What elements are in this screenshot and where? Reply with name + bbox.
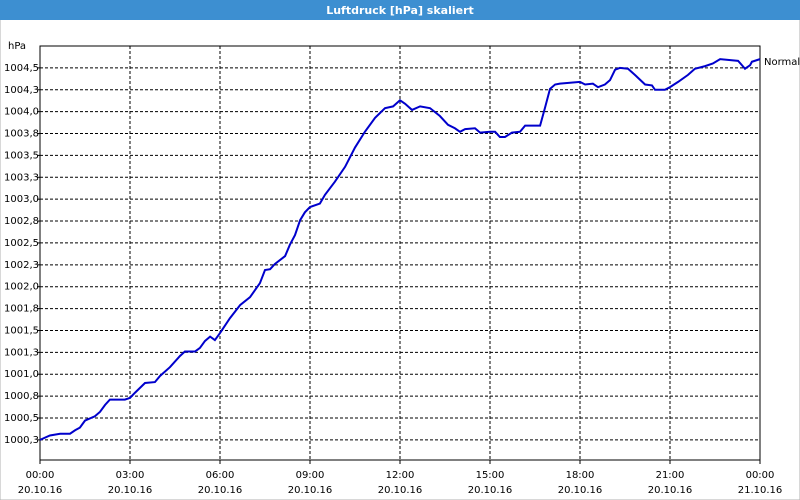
x-tick-date: 20.10.16 <box>18 485 63 496</box>
y-tick-label: 1002,3 <box>4 260 39 271</box>
y-tick-label: 1003,5 <box>4 150 39 161</box>
y-axis-label: hPa <box>8 41 26 52</box>
x-tick-label: 15:00 <box>476 470 505 481</box>
x-tick-label: 09:00 <box>296 470 325 481</box>
chart-title: Luftdruck [hPa] skaliert <box>326 4 474 17</box>
y-tick-label: 1004,0 <box>4 107 39 118</box>
x-tick-label: 12:00 <box>386 470 415 481</box>
x-tick-date: 20.10.16 <box>468 485 513 496</box>
y-tick-label: 1002,0 <box>4 282 39 293</box>
y-tick-label: 1004,3 <box>4 85 39 96</box>
x-tick-label: 03:00 <box>116 470 145 481</box>
y-tick-label: 1001,0 <box>4 369 39 380</box>
y-tick-label: 1001,5 <box>4 325 39 336</box>
title-bar <box>0 0 800 20</box>
y-tick-label: 1002,5 <box>4 238 39 249</box>
y-tick-label: 1003,8 <box>4 129 39 140</box>
x-tick-date: 20.10.16 <box>558 485 603 496</box>
y-tick-label: 1000,5 <box>4 413 39 424</box>
x-tick-date: 20.10.16 <box>288 485 333 496</box>
x-tick-date: 21.10.16 <box>738 485 783 496</box>
y-tick-label: 1001,8 <box>4 304 39 315</box>
y-tick-label: 1003,0 <box>4 194 39 205</box>
x-tick-date: 20.10.16 <box>648 485 693 496</box>
y-tick-label: 1002,8 <box>4 216 39 227</box>
data-line <box>39 58 761 441</box>
y-tick-label: 1004,5 <box>4 63 39 74</box>
x-tick-date: 20.10.16 <box>198 485 243 496</box>
x-tick-label: 00:00 <box>746 470 775 481</box>
legend-label: Normal <box>764 57 800 68</box>
y-tick-label: 1001,3 <box>4 347 39 358</box>
x-tick-date: 20.10.16 <box>108 485 153 496</box>
x-tick-label: 18:00 <box>566 470 595 481</box>
x-tick-date: 20.10.16 <box>378 485 423 496</box>
x-tick-label: 06:00 <box>206 470 235 481</box>
y-tick-label: 1003,3 <box>4 172 39 183</box>
x-tick-label: 21:00 <box>656 470 685 481</box>
x-tick-label: 00:00 <box>26 470 55 481</box>
y-tick-label: 1000,8 <box>4 391 39 402</box>
y-tick-label: 1000,3 <box>4 435 39 446</box>
